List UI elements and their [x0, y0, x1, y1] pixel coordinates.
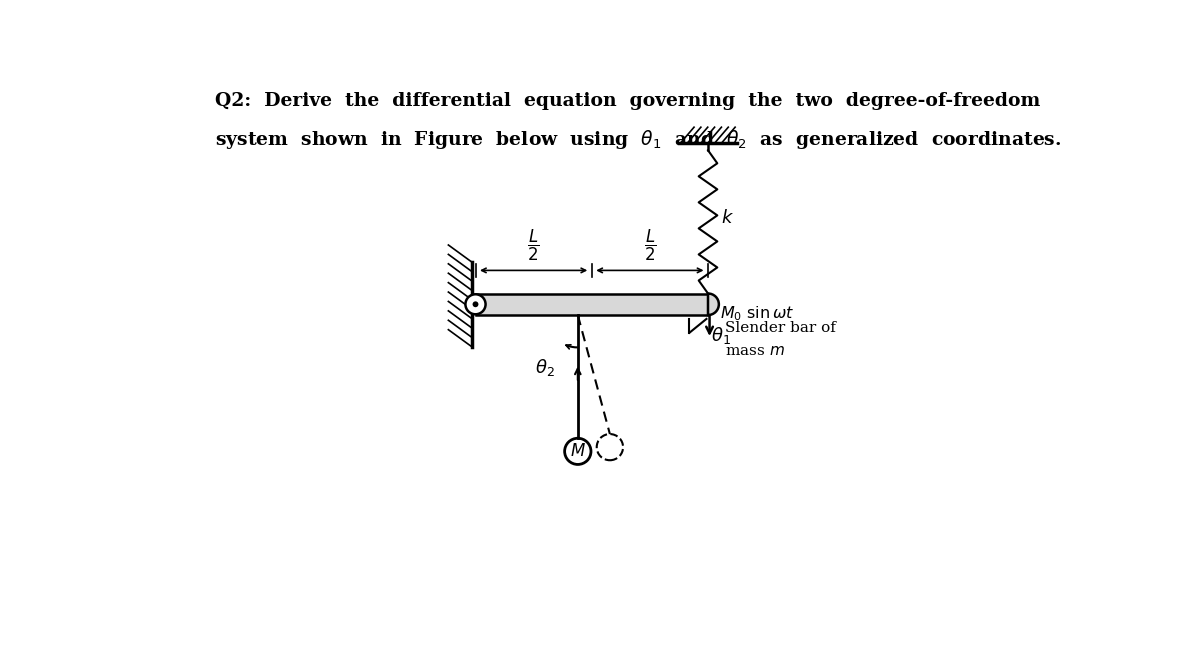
Text: Slender bar of: Slender bar of — [725, 321, 836, 335]
Wedge shape — [708, 293, 719, 315]
Text: $\boldsymbol{\theta_2}$: $\boldsymbol{\theta_2}$ — [535, 357, 556, 378]
Text: mass $m$: mass $m$ — [725, 344, 785, 358]
Text: system  shown  in  Figure  below  using  $\theta_1$  and  $\theta_2$  as  genera: system shown in Figure below using $\the… — [215, 128, 1062, 151]
Bar — [475, 293, 708, 315]
Text: $M_0\ \sin\omega t$: $M_0\ \sin\omega t$ — [720, 305, 794, 323]
Circle shape — [473, 301, 479, 307]
Circle shape — [466, 295, 486, 314]
Text: $\dfrac{L}{2}$: $\dfrac{L}{2}$ — [643, 228, 656, 263]
Text: $M$: $M$ — [570, 443, 586, 460]
Text: Q2:  Derive  the  differential  equation  governing  the  two  degree-of-freedom: Q2: Derive the differential equation gov… — [215, 92, 1040, 110]
Text: $k$: $k$ — [721, 209, 734, 227]
Text: $\boldsymbol{\theta_1}$: $\boldsymbol{\theta_1}$ — [712, 325, 731, 346]
Text: $\dfrac{L}{2}$: $\dfrac{L}{2}$ — [527, 228, 540, 263]
